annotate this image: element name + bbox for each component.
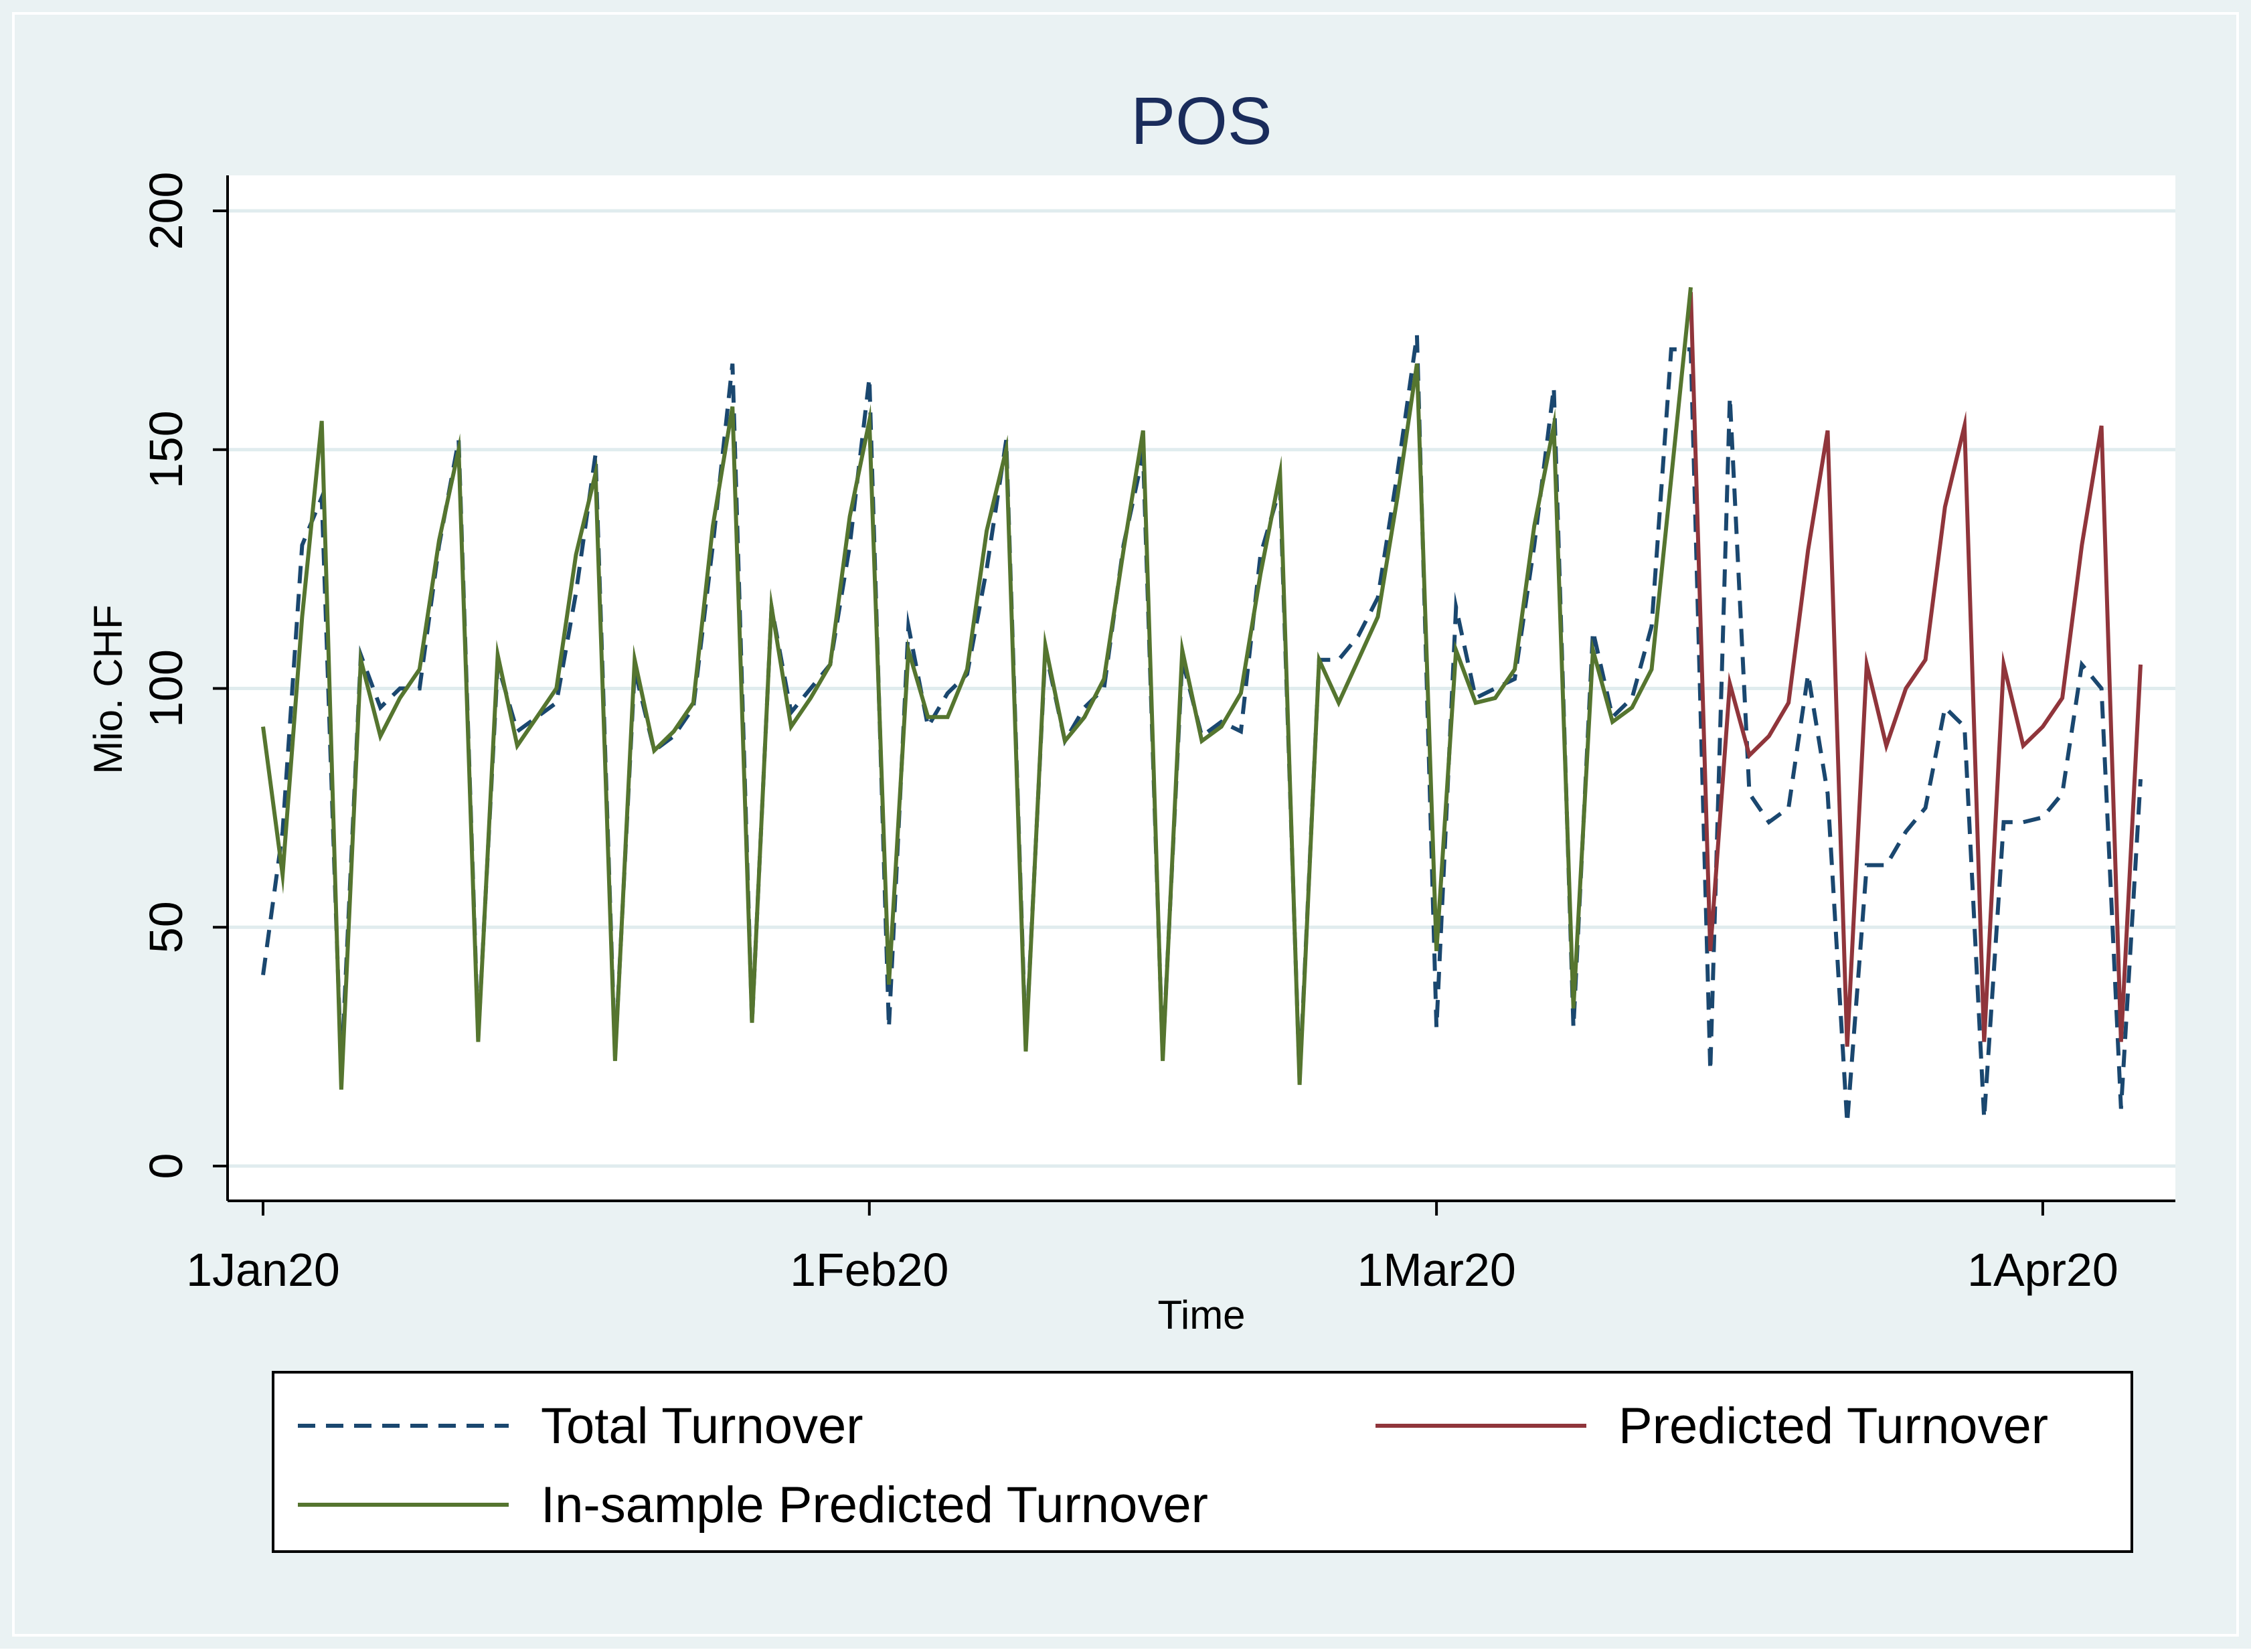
x-tick-label: 1Apr20 (1967, 1244, 2118, 1296)
legend-label: Predicted Turnover (1618, 1398, 2048, 1455)
grid-lines (228, 209, 2175, 1168)
outer-frame (12, 12, 2239, 1637)
series-line-0 (261, 335, 2143, 1124)
series-line-1 (1689, 292, 2143, 1047)
legend: Total Turnover Predicted Turnover In-sampl… (272, 1371, 2133, 1553)
series-line-2 (261, 286, 1693, 1090)
x-axis-label: Time (1157, 1293, 1245, 1337)
y-tick-label: 200 (140, 172, 192, 250)
legend-box (272, 1371, 2133, 1553)
y-tick-label: 50 (140, 901, 192, 953)
x-tick-label: 1Mar20 (1357, 1244, 1515, 1296)
series-layer (261, 286, 2143, 1124)
legend-label: Total Turnover (541, 1398, 863, 1455)
x-tick-label: 1Feb20 (790, 1244, 948, 1296)
x-tick-label: 1Jan20 (186, 1244, 340, 1296)
chart-title: POS (1131, 84, 1272, 159)
y-axis-label: Mio. CHF (86, 604, 131, 774)
y-axis: 0 50 100 150 200 (140, 172, 229, 1201)
x-axis: 1Jan20 1Feb20 1Mar20 1Apr20 (186, 1200, 2175, 1296)
legend-label: In-sample Predicted Turnover (541, 1477, 1208, 1534)
y-tick-label: 100 (140, 649, 192, 728)
y-tick-label: 150 (140, 410, 192, 489)
y-tick-label: 0 (140, 1153, 192, 1179)
